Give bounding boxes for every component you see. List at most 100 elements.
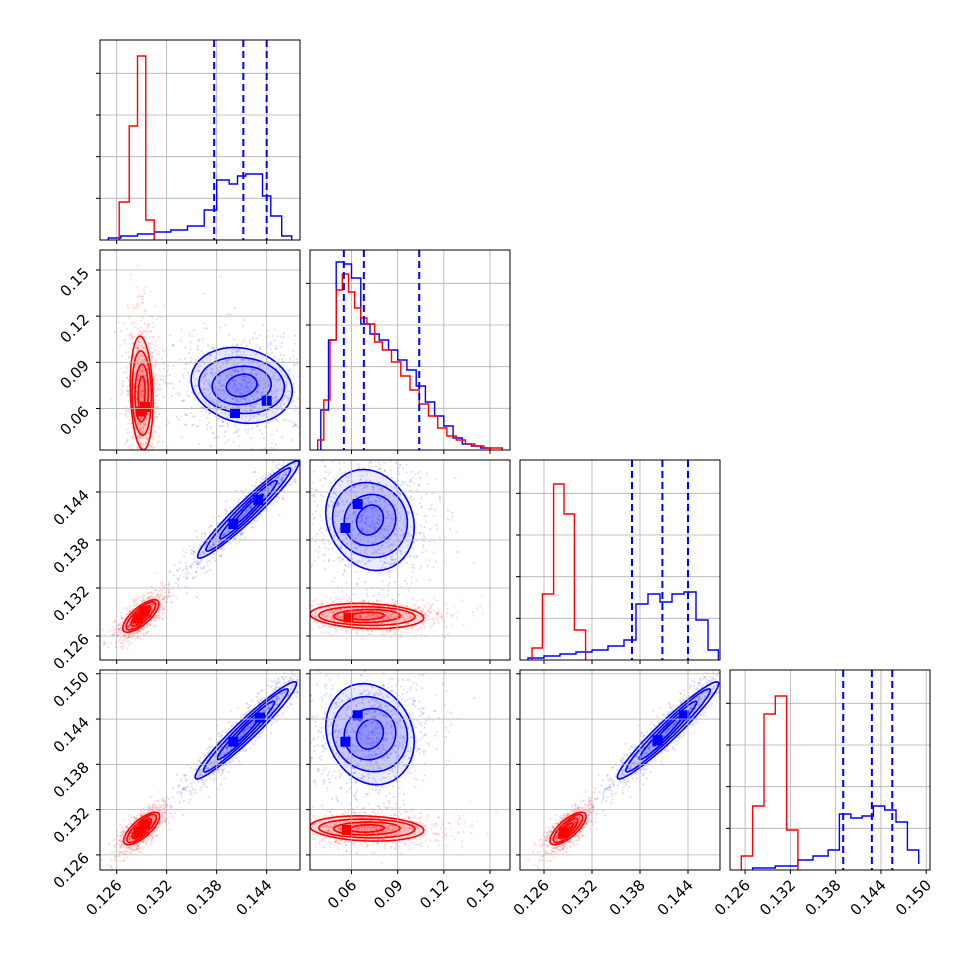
red-point [138,427,141,430]
blue-point [300,452,302,454]
blue-point [232,759,235,762]
red-point [119,330,123,333]
blue-point [249,417,252,420]
blue-point [170,806,173,809]
blue-point [245,401,248,404]
blue-point [205,410,208,413]
blue-point [284,394,287,397]
red-point [168,584,171,587]
blue-point [237,354,240,357]
blue-point [251,359,254,363]
red-point [127,390,130,393]
blue-point [312,665,314,667]
blue-point [206,344,209,347]
red-point [149,843,152,846]
blue-point [198,369,201,373]
blue-point [272,401,275,404]
red-point [125,612,128,615]
red-point [176,583,179,586]
red-point [140,383,143,386]
blue-point [199,379,203,382]
red-point [125,440,128,444]
red-point [154,619,157,623]
red-point [144,285,147,289]
red-point [140,385,143,388]
red-point [128,316,131,319]
blue-point [172,344,175,347]
red-point [143,322,146,325]
red-point [160,598,164,602]
red-point [112,621,115,624]
red-point [142,359,145,362]
blue-point [251,427,254,430]
red-point [171,795,174,799]
red-point [153,375,156,378]
red-point [142,444,145,447]
red-point [151,477,153,479]
blue-point [256,478,259,481]
red-point [145,333,148,336]
red-point [136,452,138,454]
blue-point [208,381,211,384]
red-point [140,453,142,455]
red-point [167,591,171,594]
blue-point [293,455,295,457]
blue-point [251,699,254,702]
blue-point [305,391,307,393]
blue-point [234,396,237,400]
blue-point [207,394,210,397]
blue-point [264,425,267,428]
blue-point [253,368,256,371]
blue-point [287,397,290,400]
blue-point [197,347,200,350]
blue-point [287,397,290,400]
red-contour [129,335,154,450]
blue-point [205,369,208,372]
blue-point [288,677,291,680]
blue-point [222,389,225,392]
blue-point [293,424,296,427]
red-point [110,398,113,401]
blue-point [317,661,319,663]
red-point [147,325,150,328]
red-point [144,309,147,312]
blue-point [221,730,224,733]
blue-point [247,706,250,709]
blue-point [274,679,277,682]
blue-point [224,512,227,516]
blue-point [224,405,227,408]
red-point [136,327,139,330]
blue-point [203,531,207,535]
blue-point [218,326,221,329]
blue-point [245,375,248,378]
blue-point [275,347,278,350]
red-point [102,641,106,644]
red-point [136,814,139,817]
blue-point [223,435,226,438]
blue-point [203,400,206,403]
red-point [130,443,134,446]
blue-point [217,382,220,385]
blue-point [239,387,242,390]
blue-point [260,393,263,396]
blue-point [217,400,220,403]
blue-point [191,415,194,418]
blue-point [218,425,221,428]
blue-point [212,348,215,351]
red-point [171,815,174,818]
red-point [143,371,146,374]
red-point [125,405,128,409]
blue-point [249,409,252,412]
red-point [169,828,172,831]
blue-point [228,412,231,415]
red-point [157,388,160,391]
blue-point [301,393,303,395]
blue-point [226,313,229,316]
blue-point [275,396,278,399]
blue-point [199,756,202,759]
blue-point [179,415,183,418]
red-point [160,581,163,584]
red-point [127,350,130,354]
red-point [137,294,140,297]
blue-point [224,430,227,433]
